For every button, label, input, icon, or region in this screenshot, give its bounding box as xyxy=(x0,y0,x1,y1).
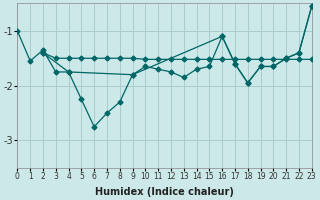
X-axis label: Humidex (Indice chaleur): Humidex (Indice chaleur) xyxy=(95,187,234,197)
